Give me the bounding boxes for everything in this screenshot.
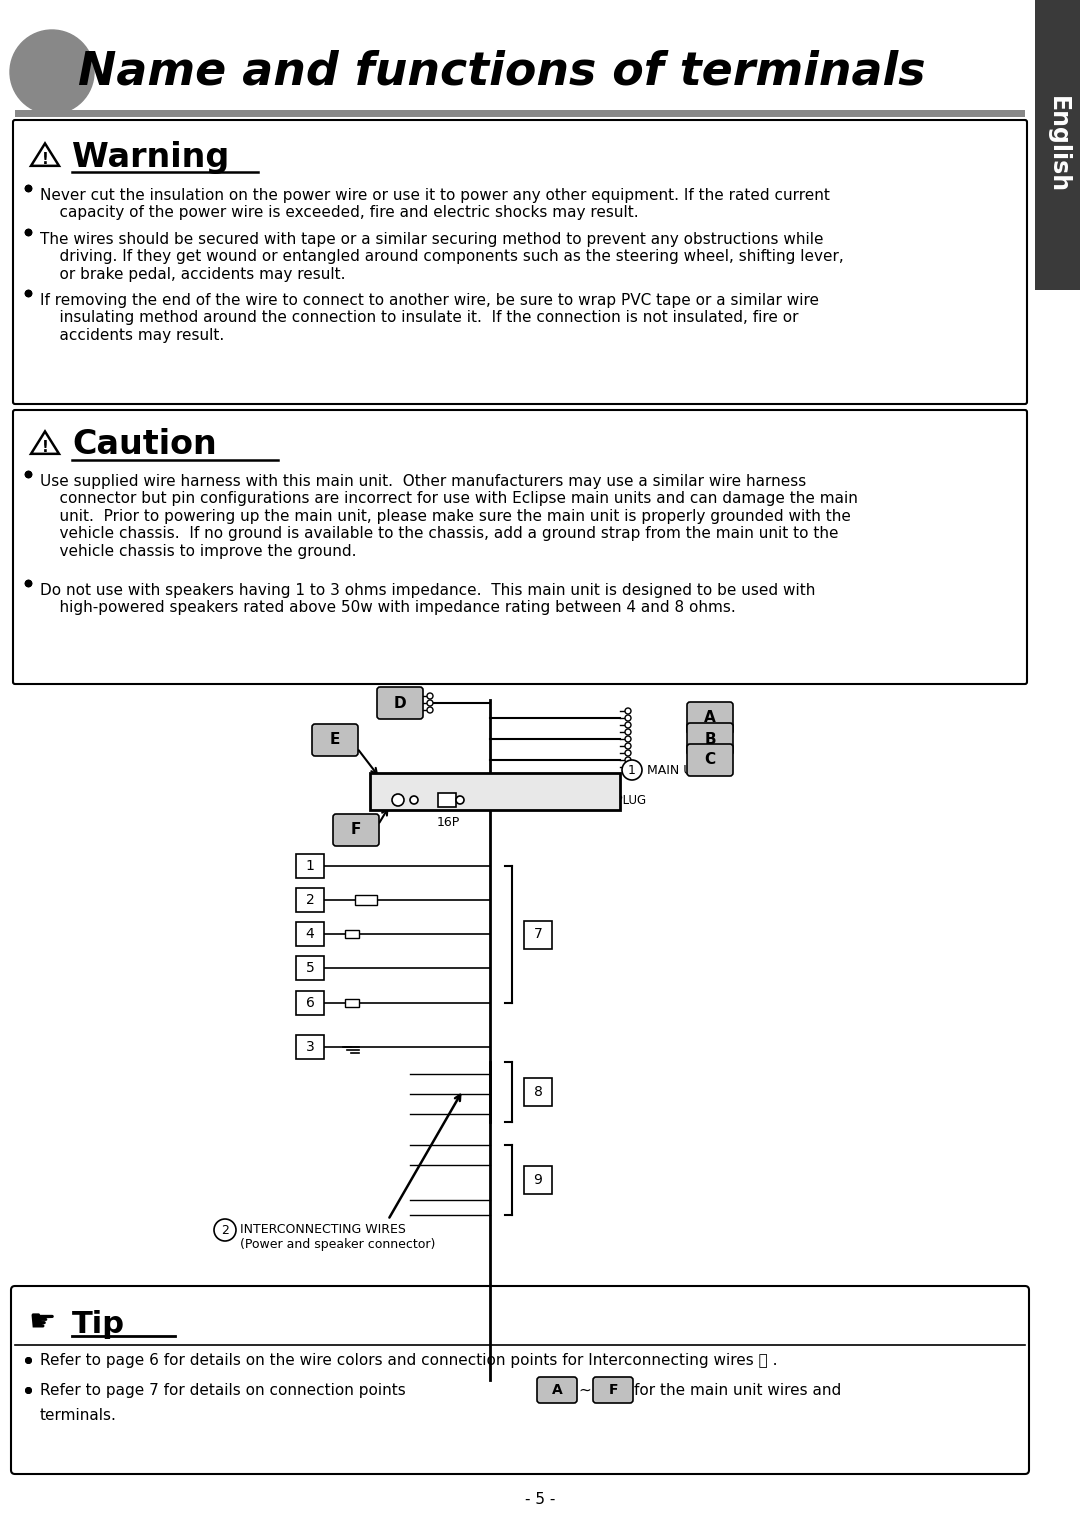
FancyBboxPatch shape [438,793,456,807]
FancyBboxPatch shape [296,992,324,1015]
Text: Refer to page 7 for details on connection points: Refer to page 7 for details on connectio… [40,1383,406,1398]
FancyBboxPatch shape [333,814,379,847]
FancyBboxPatch shape [687,723,733,755]
FancyBboxPatch shape [296,888,324,912]
FancyBboxPatch shape [687,744,733,776]
Text: 5: 5 [306,961,314,975]
Text: ANTENNA PLUG: ANTENNA PLUG [555,793,646,807]
Text: Refer to page 6 for details on the wire colors and connection points for Interco: Refer to page 6 for details on the wire … [40,1352,778,1368]
Circle shape [456,796,464,804]
Text: 9: 9 [534,1174,542,1187]
Text: - 5 -: - 5 - [525,1493,555,1508]
Text: (Power and speaker connector): (Power and speaker connector) [240,1238,435,1251]
FancyBboxPatch shape [345,931,359,938]
Circle shape [625,736,631,743]
Text: Name and functions of terminals: Name and functions of terminals [78,49,926,95]
Text: 4: 4 [306,927,314,941]
Text: Never cut the insulation on the power wire or use it to power any other equipmen: Never cut the insulation on the power wi… [40,188,829,220]
Text: D: D [394,695,406,711]
FancyBboxPatch shape [296,1034,324,1059]
Circle shape [625,729,631,735]
Circle shape [427,700,433,706]
Text: Use supplied wire harness with this main unit.  Other manufacturers may use a si: Use supplied wire harness with this main… [40,474,858,559]
FancyBboxPatch shape [11,1287,1029,1475]
FancyBboxPatch shape [13,121,1027,403]
FancyBboxPatch shape [312,724,357,756]
Text: E: E [329,732,340,747]
FancyBboxPatch shape [296,854,324,879]
FancyBboxPatch shape [296,921,324,946]
Circle shape [625,756,631,762]
Text: ~: ~ [578,1383,591,1398]
Text: Caution: Caution [72,428,217,461]
FancyBboxPatch shape [537,1377,577,1403]
Text: !: ! [41,440,49,455]
Text: 2: 2 [306,892,314,908]
Text: 1: 1 [306,859,314,872]
Circle shape [625,723,631,727]
Circle shape [410,796,418,804]
Circle shape [625,764,631,770]
Text: 2: 2 [221,1224,229,1236]
Text: ☛: ☛ [28,1308,55,1337]
FancyBboxPatch shape [524,1077,552,1106]
FancyBboxPatch shape [524,1166,552,1193]
Circle shape [622,759,642,779]
Circle shape [625,750,631,756]
Circle shape [625,707,631,714]
Text: 7: 7 [534,927,542,941]
Text: 3: 3 [306,1041,314,1054]
Text: INTERCONNECTING WIRES: INTERCONNECTING WIRES [240,1222,406,1236]
Text: B: B [704,732,716,747]
Text: The wires should be secured with tape or a similar securing method to prevent an: The wires should be secured with tape or… [40,232,843,281]
Text: 8: 8 [534,1085,542,1099]
Text: A: A [552,1383,563,1397]
Circle shape [625,743,631,749]
Text: 1: 1 [629,764,636,776]
Circle shape [10,31,94,115]
Text: 16P: 16P [436,816,460,830]
Text: for the main unit wires and: for the main unit wires and [634,1383,841,1398]
Text: MAIN UNIT: MAIN UNIT [647,764,713,776]
Circle shape [214,1219,237,1241]
FancyBboxPatch shape [15,110,1025,118]
FancyBboxPatch shape [370,773,620,810]
FancyBboxPatch shape [296,957,324,979]
FancyBboxPatch shape [687,701,733,733]
Circle shape [427,694,433,698]
Text: A: A [704,711,716,726]
FancyBboxPatch shape [377,688,423,720]
FancyBboxPatch shape [1035,0,1080,290]
Text: If removing the end of the wire to connect to another wire, be sure to wrap PVC : If removing the end of the wire to conne… [40,293,819,342]
FancyBboxPatch shape [593,1377,633,1403]
Text: terminals.: terminals. [40,1407,117,1423]
Text: F: F [351,822,361,837]
Text: Tip: Tip [72,1309,125,1339]
Circle shape [427,707,433,714]
Circle shape [392,795,404,805]
FancyBboxPatch shape [355,895,377,905]
Text: !: ! [41,151,49,167]
FancyBboxPatch shape [345,999,359,1007]
Text: 6: 6 [306,996,314,1010]
Text: C: C [704,752,716,767]
Text: English: English [1045,96,1069,194]
Text: Do not use with speakers having 1 to 3 ohms impedance.  This main unit is design: Do not use with speakers having 1 to 3 o… [40,584,815,616]
Circle shape [625,715,631,721]
FancyBboxPatch shape [13,410,1027,685]
Text: F: F [608,1383,618,1397]
Text: Warning: Warning [72,141,229,174]
FancyBboxPatch shape [524,920,552,949]
